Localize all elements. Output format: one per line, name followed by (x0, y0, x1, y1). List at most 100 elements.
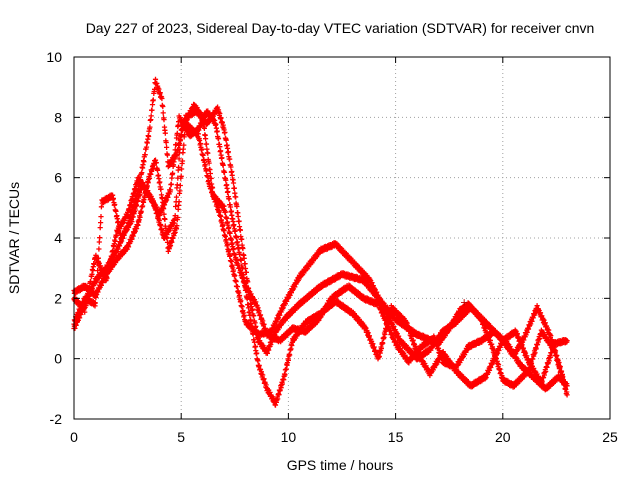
data-point-marker (203, 167, 210, 173)
data-point-marker (147, 124, 153, 130)
data-point-marker (227, 156, 233, 162)
data-point-marker (240, 245, 246, 252)
data-point-marker (222, 233, 228, 240)
data-point-marker (227, 252, 233, 259)
data-point-marker (242, 261, 248, 267)
chart-title: Day 227 of 2023, Sidereal Day-to-day VTE… (86, 20, 595, 36)
data-point-marker (153, 160, 159, 166)
x-tick-label: 0 (70, 429, 78, 445)
data-point-marker (164, 152, 171, 158)
data-point-marker (203, 136, 209, 142)
data-point-marker (163, 139, 169, 146)
y-tick-label: 4 (54, 230, 62, 246)
data-point-marker (154, 80, 160, 86)
data-point-marker (177, 182, 183, 189)
data-point-marker (161, 211, 167, 217)
data-point-marker (148, 113, 154, 119)
data-point-marker (160, 103, 166, 110)
data-point-marker (215, 104, 221, 110)
data-point-marker (157, 90, 163, 96)
data-point-marker (219, 155, 225, 161)
data-point-marker (214, 128, 220, 134)
data-point-marker (230, 267, 237, 273)
data-point-marker (139, 170, 145, 176)
data-point-marker (96, 246, 102, 252)
y-tick-label: -2 (50, 411, 63, 427)
data-point-marker (152, 76, 159, 82)
data-point-marker (533, 346, 539, 352)
data-point-marker (177, 188, 183, 194)
data-point-marker (148, 171, 154, 177)
data-point-marker (181, 142, 187, 148)
data-point-marker (173, 194, 180, 200)
data-point-marker (164, 144, 170, 150)
data-point-marker (205, 174, 211, 180)
data-point-marker (283, 366, 289, 372)
data-point-marker (158, 186, 164, 192)
data-point-marker (218, 213, 224, 219)
data-point-marker (141, 159, 147, 165)
data-point-marker (232, 272, 238, 279)
data-point-marker (162, 130, 168, 136)
data-point-marker (220, 222, 226, 228)
data-point-marker (249, 306, 255, 312)
data-point-marker (236, 245, 242, 251)
data-point-marker (221, 227, 227, 233)
data-point-marker (239, 304, 245, 310)
x-tick-label: 5 (177, 429, 185, 445)
y-axis-label: SDTVAR / TECUs (6, 182, 22, 294)
grid-lines (74, 57, 610, 419)
data-point-marker (225, 189, 231, 195)
data-point-marker (233, 279, 239, 285)
y-tick-label: 10 (46, 49, 62, 65)
data-point-marker (252, 320, 258, 326)
data-point-marker (179, 158, 186, 164)
data-point-marker (564, 392, 570, 398)
data-point-marker (237, 227, 243, 233)
data-point-marker (254, 350, 260, 356)
data-point-marker (234, 203, 240, 210)
data-point-marker (178, 173, 184, 179)
data-point-marker (162, 216, 168, 222)
data-point-marker (218, 115, 224, 121)
data-point-marker (150, 97, 156, 103)
data-point-marker (140, 203, 146, 209)
data-point-marker (216, 208, 222, 214)
data-point-marker (228, 258, 234, 265)
data-point-marker (497, 366, 503, 372)
data-point-marker (161, 117, 167, 123)
data-point-marker (233, 194, 239, 200)
x-tick-label: 15 (388, 429, 404, 445)
data-point-marker (235, 213, 241, 220)
y-tick-label: 0 (54, 351, 62, 367)
data-point-marker (174, 223, 180, 229)
y-tick-label: 8 (54, 109, 62, 125)
x-tick-label: 25 (602, 429, 618, 445)
x-tick-label: 10 (281, 429, 297, 445)
data-point-marker (228, 164, 234, 170)
data-point-marker (238, 298, 244, 304)
data-point-marker (97, 235, 103, 241)
data-point-marker (197, 137, 203, 144)
data-point-marker (203, 141, 210, 147)
annotation-marker: + (460, 294, 468, 309)
data-point-marker (169, 239, 175, 245)
data-point-marker (138, 209, 144, 215)
data-point-marker (155, 167, 161, 173)
data-marks: + (71, 76, 570, 408)
data-point-marker (288, 346, 294, 352)
data-point-marker (159, 95, 165, 102)
data-point-marker (231, 185, 237, 191)
data-point-marker (146, 133, 152, 140)
data-point-marker (173, 199, 179, 205)
y-tick-label: 2 (54, 290, 62, 306)
data-point-marker (223, 137, 229, 143)
x-axis-label: GPS time / hours (287, 457, 394, 473)
data-point-marker (200, 152, 206, 158)
series-track-3 (71, 108, 570, 408)
y-tick-label: 6 (54, 170, 62, 186)
data-point-marker (230, 180, 237, 186)
data-point-marker (97, 225, 103, 231)
data-point-marker (199, 146, 205, 152)
